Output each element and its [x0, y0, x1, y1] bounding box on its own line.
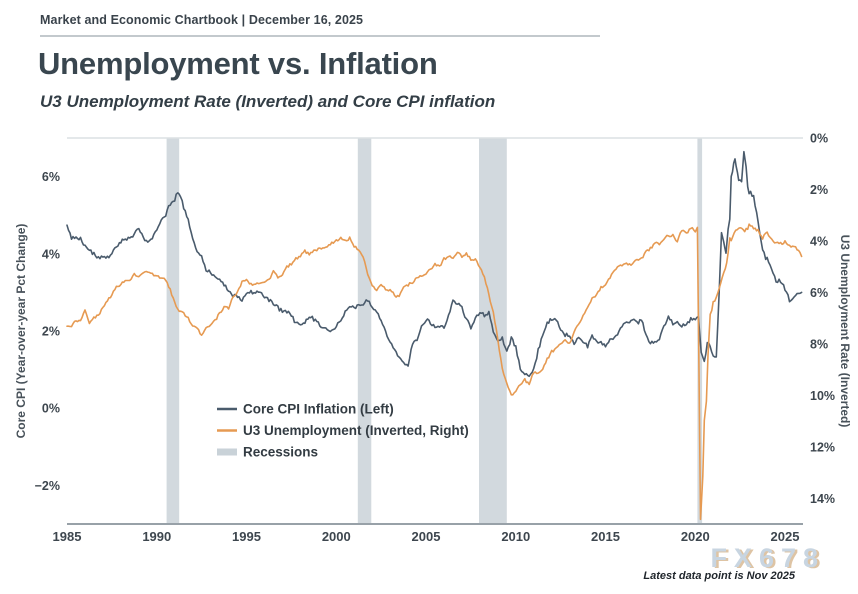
- header-rule: [40, 35, 600, 37]
- x-tick-label: 2025: [771, 529, 800, 544]
- right-tick-label: 12%: [810, 440, 835, 454]
- left-axis-title: Core CPI (Year-over-year Pct Change): [14, 224, 28, 439]
- right-axis-title: U3 Unemployment Rate (Inverted): [838, 235, 852, 428]
- right-tick-label: 14%: [810, 492, 835, 506]
- legend-label: Core CPI Inflation (Left): [243, 402, 394, 417]
- right-tick-label: 10%: [810, 389, 835, 403]
- left-tick-label: 4%: [42, 247, 60, 261]
- page-subtitle: U3 Unemployment Rate (Inverted) and Core…: [40, 92, 496, 111]
- left-tick-label: −2%: [35, 479, 60, 493]
- x-tick-label: 2010: [501, 529, 530, 544]
- left-tick-label: 2%: [42, 325, 60, 339]
- right-tick-label: 0%: [810, 132, 828, 146]
- series-u3-unemployment: [66, 223, 803, 521]
- recession-band: [166, 138, 180, 524]
- page-title: Unemployment vs. Inflation: [38, 46, 438, 81]
- x-tick-label: 1985: [53, 529, 82, 544]
- right-tick-label: 8%: [810, 337, 828, 351]
- x-tick-label: 1990: [142, 529, 171, 544]
- recession-band: [357, 138, 372, 524]
- x-tick-label: 2015: [591, 529, 620, 544]
- right-tick-label: 2%: [810, 183, 828, 197]
- x-tick-label: 1995: [232, 529, 261, 544]
- legend-label: Recessions: [243, 445, 318, 460]
- watermark: FX678: [710, 543, 825, 573]
- series-core-cpi: [66, 150, 803, 378]
- right-tick-label: 4%: [810, 234, 828, 248]
- report-kicker: Market and Economic Chartbook | December…: [40, 13, 364, 27]
- legend-label: U3 Unemployment (Inverted, Right): [243, 423, 469, 438]
- latest-data-note: Latest data point is Nov 2025: [643, 570, 795, 582]
- x-tick-label: 2000: [322, 529, 351, 544]
- left-tick-label: 0%: [42, 402, 60, 416]
- left-tick-label: 6%: [42, 170, 60, 184]
- x-tick-label: 2020: [681, 529, 710, 544]
- right-tick-label: 6%: [810, 286, 828, 300]
- legend-swatch-patch: [217, 448, 237, 456]
- x-tick-label: 2005: [412, 529, 441, 544]
